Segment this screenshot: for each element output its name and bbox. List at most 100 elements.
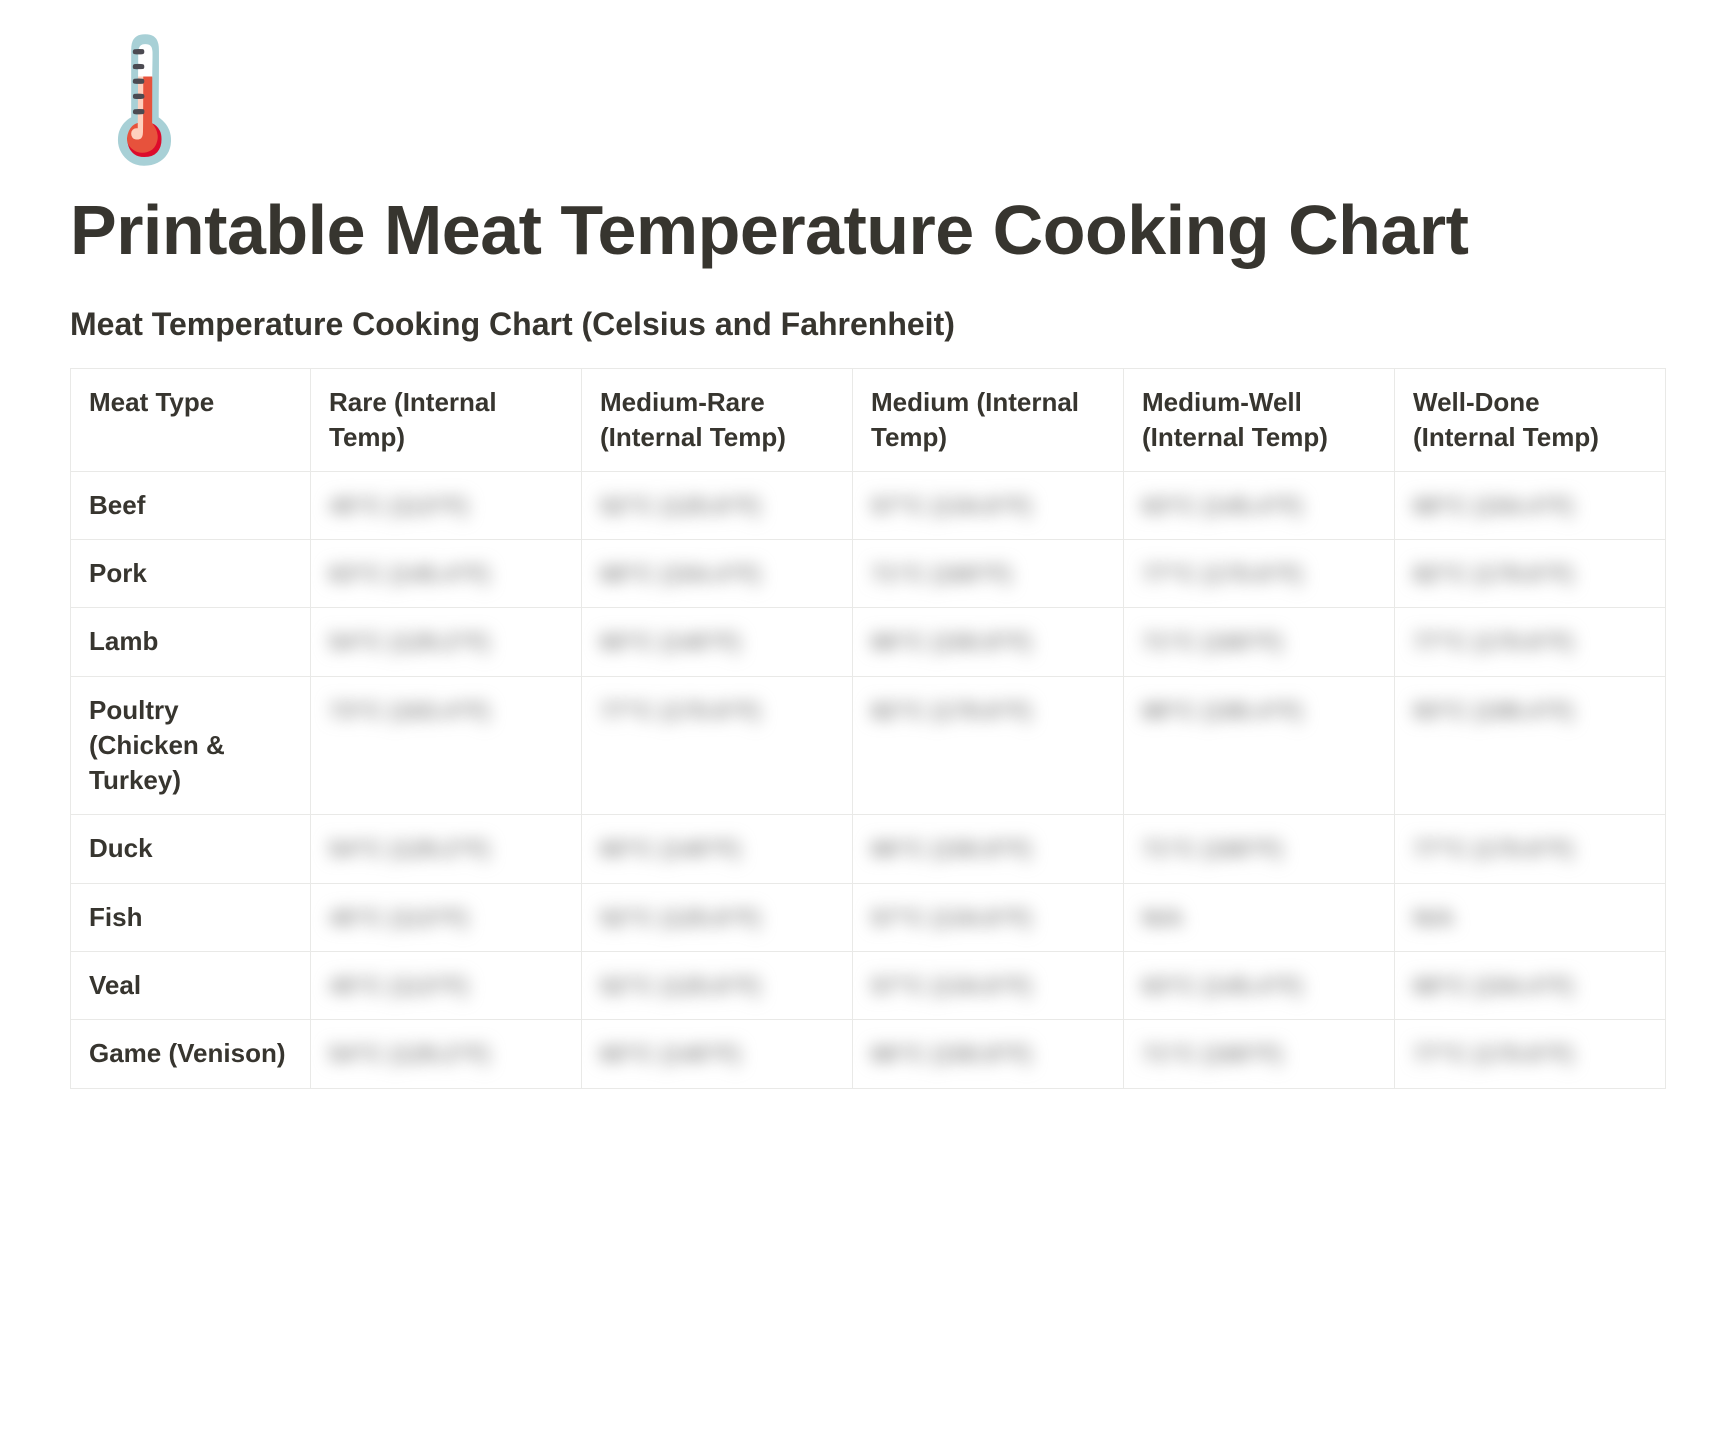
blurred-value: 63°C (145.4°F) (329, 559, 490, 591)
meat-type-cell: Veal (71, 951, 311, 1019)
blurred-value: 60°C (140°F) (600, 1039, 741, 1071)
page-container: 🌡️ Printable Meat Temperature Cooking Ch… (0, 0, 1736, 1149)
blurred-value: 54°C (129.2°F) (329, 834, 490, 866)
blurred-value: 45°C (113°F) (329, 903, 468, 935)
temp-cell: 66°C (150.8°F) (853, 815, 1124, 883)
table-header-row: Meat Type Rare (Internal Temp) Medium-Ra… (71, 368, 1666, 471)
temp-cell: 52°C (125.6°F) (582, 471, 853, 539)
temp-cell: 57°C (134.6°F) (853, 471, 1124, 539)
temp-cell: 54°C (129.2°F) (311, 815, 582, 883)
temp-cell: 60°C (140°F) (582, 1020, 853, 1088)
table-row: Lamb 54°C (129.2°F) 60°C (140°F)66°C (150.… (71, 608, 1666, 676)
blurred-value: 68°C (154.4°F) (1413, 491, 1574, 523)
temp-cell: 66°C (150.8°F) (853, 1020, 1124, 1088)
blurred-value: 73°C (163.4°F) (329, 696, 490, 728)
temp-cell: 73°C (163.4°F) (311, 676, 582, 814)
temp-cell: 66°C (150.8°F) (853, 608, 1124, 676)
temp-cell: 63°C (145.4°F) (311, 540, 582, 608)
blurred-value: 60°C (140°F) (600, 834, 741, 866)
temp-cell: 45°C (113°F) (311, 883, 582, 951)
temp-cell: 82°C (179.6°F) (853, 676, 1124, 814)
blurred-value: 77°C (170.6°F) (1413, 627, 1574, 659)
blurred-value: 45°C (113°F) (329, 491, 468, 523)
temp-cell: 82°C (179.6°F) (1395, 540, 1666, 608)
blurred-value: 54°C (129.2°F) (329, 627, 490, 659)
blurred-value: 52°C (125.6°F) (600, 903, 761, 935)
meat-type-cell: Lamb (71, 608, 311, 676)
table-row: Veal 45°C (113°F) 52°C (125.6°F) 57°C (134.… (71, 951, 1666, 1019)
blurred-value: 57°C (134.6°F) (871, 971, 1032, 1003)
temp-cell: 54°C (129.2°F) (311, 1020, 582, 1088)
table-body: Beef45°C (113°F)52°C (125.6°F)57°C (134.… (71, 471, 1666, 1088)
blurred-value: 68°C (154.4°F) (600, 559, 761, 591)
temp-cell: 71°C (160°F) (1124, 608, 1395, 676)
table-header: Meat Type Rare (Internal Temp) Medium-Ra… (71, 368, 1666, 471)
temp-cell: 71°C (160°F) (1124, 815, 1395, 883)
thermometer-icon: 🌡️ (70, 33, 219, 167)
blurred-value: 66°C (150.8°F) (871, 834, 1032, 866)
temp-cell: 52°C (125.6°F) (582, 951, 853, 1019)
table-row: Fish 45°C (113°F) 52°C (125.6°F) 57°C (134.… (71, 883, 1666, 951)
temp-cell: 77°C (170.6°F) (1395, 1020, 1666, 1088)
blurred-value: 63°C (145.4°F) (1142, 491, 1303, 523)
blurred-value: 57°C (134.6°F) (871, 491, 1032, 523)
temp-cell: 60°C (140°F) (582, 815, 853, 883)
blurred-value: 82°C (179.6°F) (871, 696, 1032, 728)
temp-cell: 52°C (125.6°F) (582, 883, 853, 951)
blurred-value: 77°C (170.6°F) (600, 696, 761, 728)
temp-cell: 71°C (160°F) (853, 540, 1124, 608)
col-header-well-done: Well-Done (Internal Temp) (1395, 368, 1666, 471)
temp-cell: 77°C (170.6°F) (582, 676, 853, 814)
temp-cell: 68°C (154.4°F) (1395, 471, 1666, 539)
table-row: Pork 63°C (145.4°F) 68°C (154.4°F) 71°C (16… (71, 540, 1666, 608)
temp-cell: 45°C (113°F) (311, 471, 582, 539)
col-header-medium: Medium (Internal Temp) (853, 368, 1124, 471)
table-row: Game (Venison) 54°C (129.2°F) 60°C (140°F)… (71, 1020, 1666, 1088)
temp-cell: 57°C (134.6°F) (853, 951, 1124, 1019)
blurred-value: 71°C (160°F) (1142, 1039, 1283, 1071)
meat-type-cell: Game (Venison) (71, 1020, 311, 1088)
blurred-value: 66°C (150.8°F) (871, 1039, 1032, 1071)
temp-cell: 68°C (154.4°F) (1395, 951, 1666, 1019)
temp-cell: 93°C (199.4°F) (1395, 676, 1666, 814)
temp-cell: 71°C (160°F) (1124, 1020, 1395, 1088)
blurred-value: 93°C (199.4°F) (1413, 696, 1574, 728)
col-header-medium-rare: Medium-Rare (Internal Temp) (582, 368, 853, 471)
page-subtitle: Meat Temperature Cooking Chart (Celsius … (70, 306, 1666, 343)
temp-cell: 63°C (145.4°F) (1124, 471, 1395, 539)
blurred-value: 71°C (160°F) (871, 559, 1012, 591)
blurred-value: 82°C (179.6°F) (1413, 559, 1574, 591)
temp-cell: 88°C (190.4°F) (1124, 676, 1395, 814)
blurred-value: 71°C (160°F) (1142, 834, 1283, 866)
blurred-value: N/A (1413, 903, 1454, 935)
temp-cell: 63°C (145.4°F) (1124, 951, 1395, 1019)
col-header-rare: Rare (Internal Temp) (311, 368, 582, 471)
meat-type-cell: Pork (71, 540, 311, 608)
table-row: Beef45°C (113°F)52°C (125.6°F)57°C (134.… (71, 471, 1666, 539)
temp-cell: 68°C (154.4°F) (582, 540, 853, 608)
blurred-value: N/A (1142, 903, 1183, 935)
table-row: Duck 54°C (129.2°F) 60°C (140°F) 66°C (150.… (71, 815, 1666, 883)
temp-cell: N/A (1124, 883, 1395, 951)
blurred-value: 77°C (170.6°F) (1413, 834, 1574, 866)
blurred-value: 52°C (125.6°F) (600, 971, 761, 1003)
col-header-medium-well: Medium-Well (Internal Temp) (1124, 368, 1395, 471)
page-title: Printable Meat Temperature Cooking Chart (70, 190, 1666, 271)
blurred-value: 68°C (154.4°F) (1413, 971, 1574, 1003)
temperature-table: Meat Type Rare (Internal Temp) Medium-Ra… (70, 368, 1666, 1089)
blurred-value: 88°C (190.4°F) (1142, 696, 1303, 728)
temp-cell: 77°C (170.6°F) (1395, 815, 1666, 883)
temp-cell: 60°C (140°F) (582, 608, 853, 676)
table-row: Poultry (Chicken & Turkey)73°C (163.4°F)… (71, 676, 1666, 814)
meat-type-cell: Fish (71, 883, 311, 951)
temp-cell: 77°C (170.6°F) (1395, 608, 1666, 676)
blurred-value: 63°C (145.4°F) (1142, 971, 1303, 1003)
temp-cell: 57°C (134.6°F) (853, 883, 1124, 951)
temp-cell: 54°C (129.2°F) (311, 608, 582, 676)
temp-cell: 77°C (170.6°F) (1124, 540, 1395, 608)
blurred-value: 57°C (134.6°F) (871, 903, 1032, 935)
blurred-value: 54°C (129.2°F) (329, 1039, 490, 1071)
blurred-value: 45°C (113°F) (329, 971, 468, 1003)
page-icon-wrap: 🌡️ (70, 40, 1666, 160)
meat-type-cell: Duck (71, 815, 311, 883)
